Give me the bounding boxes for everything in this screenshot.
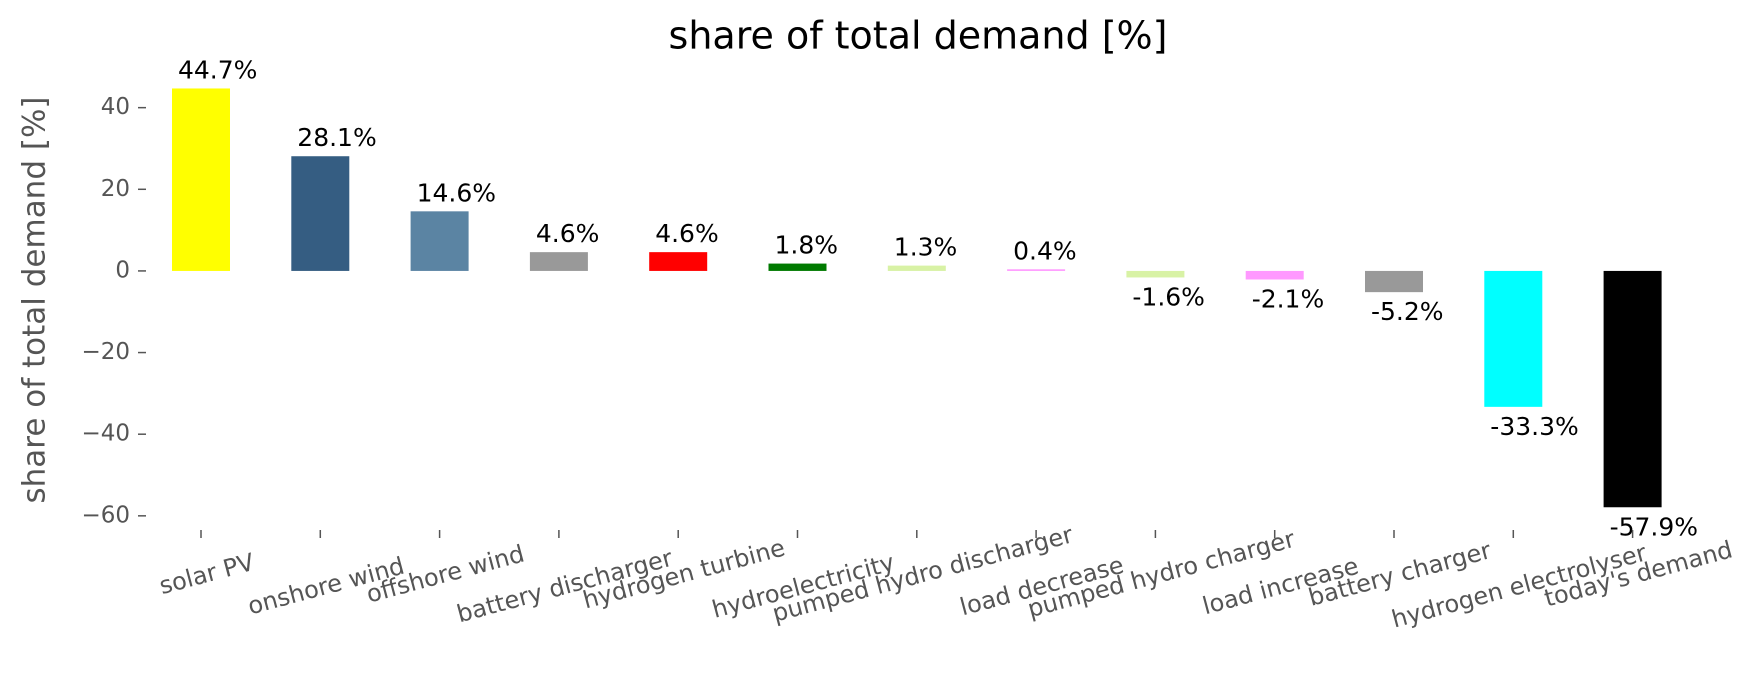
value-label: 4.6% <box>536 219 600 248</box>
value-label: -2.1% <box>1252 284 1325 313</box>
bar <box>768 263 827 271</box>
bar <box>172 88 230 271</box>
bar <box>1126 270 1185 278</box>
value-label: -33.3% <box>1490 412 1578 441</box>
value-label: 28.1% <box>297 123 376 152</box>
value-label: 1.3% <box>894 233 958 262</box>
y-tick-label: 0 <box>115 257 130 283</box>
value-label: 4.6% <box>655 219 719 248</box>
bar <box>1365 270 1423 293</box>
value-label: 0.4% <box>1013 236 1077 265</box>
bar <box>887 265 946 271</box>
y-tick-label: −20 <box>81 339 130 365</box>
value-label: 44.7% <box>178 55 257 84</box>
bar <box>1484 270 1543 407</box>
chart-title: share of total demand [%] <box>669 14 1168 58</box>
y-tick-label: 40 <box>101 94 130 120</box>
y-tick-label: 20 <box>101 176 130 202</box>
bar <box>529 252 588 271</box>
value-label: -5.2% <box>1371 297 1444 326</box>
bar <box>410 211 469 271</box>
x-tick-label: solar PV <box>156 548 257 600</box>
bar <box>291 156 350 271</box>
bar <box>1007 269 1066 271</box>
value-label: 14.6% <box>417 178 496 207</box>
value-label: -1.6% <box>1132 282 1205 311</box>
value-label: 1.8% <box>775 231 839 260</box>
y-tick-label: −40 <box>81 421 130 447</box>
y-axis-title: share of total demand [%] <box>17 96 53 503</box>
value-label: -57.9% <box>1610 512 1698 541</box>
bar <box>1603 270 1662 508</box>
bar <box>1245 270 1304 280</box>
y-tick-label: −60 <box>81 502 130 528</box>
bar <box>649 252 708 271</box>
